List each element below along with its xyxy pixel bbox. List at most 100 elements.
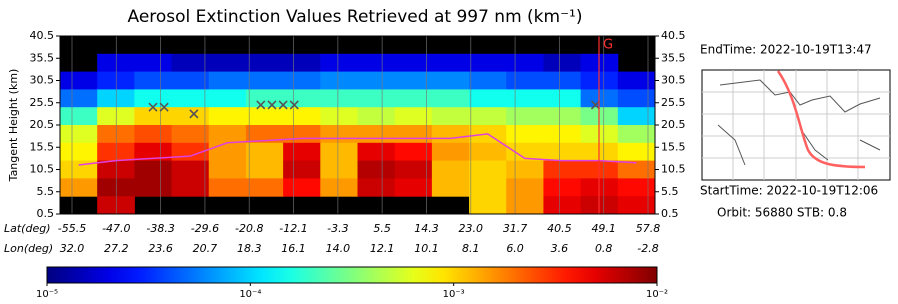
lon-tick-label: -2.8 bbox=[637, 242, 658, 255]
y-axis-label: Tangent Height (km) bbox=[7, 69, 20, 183]
y-tick-label: 5.5 bbox=[37, 185, 55, 198]
heatmap-cell bbox=[432, 178, 470, 196]
heatmap-cell bbox=[283, 107, 321, 125]
heatmap-cell bbox=[246, 107, 284, 125]
lon-tick-label: 20.7 bbox=[193, 242, 218, 255]
y-tick-label: 0.5 bbox=[37, 207, 55, 220]
heatmap-cell bbox=[543, 143, 581, 161]
heatmap-cell bbox=[283, 54, 321, 72]
heatmap-cell bbox=[320, 143, 358, 161]
heatmap-cell bbox=[209, 178, 247, 196]
lon-tick-label: 10.1 bbox=[414, 242, 439, 255]
heatmap-cell bbox=[506, 178, 544, 196]
heatmap-cell bbox=[283, 89, 321, 107]
heatmap-cell bbox=[469, 161, 507, 179]
heatmap-cell bbox=[543, 89, 581, 107]
heatmap-cell bbox=[506, 54, 544, 72]
heatmap-cell bbox=[543, 54, 581, 72]
heatmap-cell bbox=[469, 72, 507, 90]
lon-tick-label: 12.1 bbox=[370, 242, 395, 255]
heatmap-cell bbox=[246, 161, 284, 179]
heatmap-cell bbox=[320, 125, 358, 143]
y2-tick-label: 15.5 bbox=[661, 140, 686, 153]
heatmap-cell bbox=[209, 125, 247, 143]
heatmap-cell bbox=[134, 54, 172, 72]
heatmap-cell bbox=[432, 107, 470, 125]
y-tick-label: 30.5 bbox=[30, 74, 55, 87]
heatmap-cell bbox=[320, 161, 358, 179]
heatmap-cell bbox=[172, 72, 210, 90]
heatmap-cell bbox=[320, 178, 358, 196]
lon-tick-label: 3.6 bbox=[551, 242, 569, 255]
heatmap-cell bbox=[543, 161, 581, 179]
end-time: EndTime: 2022-10-19T13:47 bbox=[700, 43, 872, 57]
heatmap-cell bbox=[134, 178, 172, 196]
heatmap-cell bbox=[618, 72, 656, 90]
heatmap-cell bbox=[358, 178, 396, 196]
heatmap-cell bbox=[320, 89, 358, 107]
heatmap-cell bbox=[432, 54, 470, 72]
heatmap-cell bbox=[320, 107, 358, 125]
heatmap-cell bbox=[358, 125, 396, 143]
heatmap-cell bbox=[543, 72, 581, 90]
lat-tick-label: -12.1 bbox=[279, 222, 307, 235]
lon-tick-label: 18.3 bbox=[237, 242, 262, 255]
heatmap-cell bbox=[172, 54, 210, 72]
heatmap-cell bbox=[246, 178, 284, 196]
heatmap-cell bbox=[618, 107, 656, 125]
colorbar-tick-label: 10⁻³ bbox=[443, 289, 465, 300]
heatmap-cell bbox=[172, 89, 210, 107]
map bbox=[702, 70, 890, 180]
heatmap-cell bbox=[246, 54, 284, 72]
y2-tick-label: 40.5 bbox=[661, 29, 686, 42]
lon-tick-label: 23.6 bbox=[148, 242, 173, 255]
colorbar-tick-label: 10⁻⁵ bbox=[36, 289, 58, 300]
heatmap-cell bbox=[134, 161, 172, 179]
heatmap-cell bbox=[432, 161, 470, 179]
lon-tick-label: 16.1 bbox=[281, 242, 306, 255]
heatmap-cell bbox=[506, 196, 544, 214]
chart-title: Aerosol Extinction Values Retrieved at 9… bbox=[127, 7, 582, 27]
heatmap-cell bbox=[283, 178, 321, 196]
y-tick-label: 20.5 bbox=[30, 118, 55, 131]
heatmap-cell bbox=[506, 89, 544, 107]
heatmap-cell bbox=[618, 89, 656, 107]
heatmap-cell bbox=[543, 125, 581, 143]
heatmap-cell bbox=[283, 72, 321, 90]
lon-tick-label: 32.0 bbox=[60, 242, 85, 255]
y2-tick-label: 5.5 bbox=[661, 185, 679, 198]
heatmap-cell bbox=[60, 72, 98, 90]
heatmap-cell bbox=[246, 143, 284, 161]
heatmap-cell bbox=[320, 54, 358, 72]
lon-tick-label: 6.0 bbox=[506, 242, 524, 255]
heatmap-cell bbox=[209, 89, 247, 107]
lat-tick-label: 40.5 bbox=[547, 222, 572, 235]
y2-tick-label: 25.5 bbox=[661, 96, 686, 109]
lon-tick-label: 8.1 bbox=[462, 242, 480, 255]
y2-tick-label: 30.5 bbox=[661, 74, 686, 87]
heatmap-cell bbox=[172, 161, 210, 179]
heatmap-cell bbox=[209, 54, 247, 72]
y-tick-label: 15.5 bbox=[30, 140, 55, 153]
heatmap-cell bbox=[618, 196, 656, 214]
heatmap-cell bbox=[209, 107, 247, 125]
lat-tick-label: -55.5 bbox=[58, 222, 86, 235]
lat-tick-label: -20.8 bbox=[235, 222, 263, 235]
lon-tick-label: 27.2 bbox=[104, 242, 129, 255]
heatmap-cell bbox=[432, 72, 470, 90]
heatmap-cell bbox=[358, 54, 396, 72]
heatmap-cell bbox=[618, 161, 656, 179]
heatmap-cell bbox=[246, 72, 284, 90]
y2-tick-label: 0.5 bbox=[661, 207, 679, 220]
lat-tick-label: 57.8 bbox=[636, 222, 661, 235]
y2-tick-label: 35.5 bbox=[661, 51, 686, 64]
heatmap-cell bbox=[134, 125, 172, 143]
heatmap-cell bbox=[60, 125, 98, 143]
start-time: StartTime: 2022-10-19T12:06 bbox=[700, 184, 878, 198]
heatmap-cell bbox=[506, 161, 544, 179]
heatmap-cell bbox=[618, 125, 656, 143]
lat-tick-label: 23.0 bbox=[459, 222, 484, 235]
heatmap-cell bbox=[283, 161, 321, 179]
heatmap-cell bbox=[358, 161, 396, 179]
y-tick-label: 10.5 bbox=[30, 163, 55, 176]
